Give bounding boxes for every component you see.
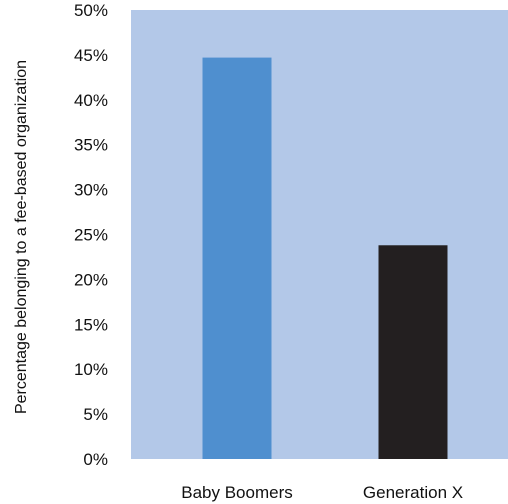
y-tick-label: 30% <box>74 181 108 200</box>
y-tick-label: 35% <box>74 136 108 155</box>
y-tick-label: 15% <box>74 315 108 334</box>
x-axis-category-labels: Baby Boomers Generation X <box>181 483 463 502</box>
bar-generation-x <box>378 245 448 459</box>
y-tick-label: 25% <box>74 226 108 245</box>
y-tick-label: 40% <box>74 91 108 110</box>
plot-area-background <box>131 10 508 459</box>
y-axis-tick-labels: 0% 5% 10% 15% 20% 25% 30% 35% 40% 45% 50% <box>74 1 108 469</box>
bar-baby-boomers <box>202 57 272 460</box>
y-tick-label: 5% <box>83 405 108 424</box>
bars-group <box>202 57 448 460</box>
x-category-label: Baby Boomers <box>181 483 293 502</box>
x-category-label: Generation X <box>363 483 463 502</box>
y-tick-label: 20% <box>74 270 108 289</box>
y-tick-label: 10% <box>74 360 108 379</box>
y-tick-label: 45% <box>74 46 108 65</box>
y-tick-label: 50% <box>74 1 108 20</box>
y-tick-label: 0% <box>83 450 108 469</box>
y-axis-title: Percentage belonging to a fee-based orga… <box>13 60 30 414</box>
